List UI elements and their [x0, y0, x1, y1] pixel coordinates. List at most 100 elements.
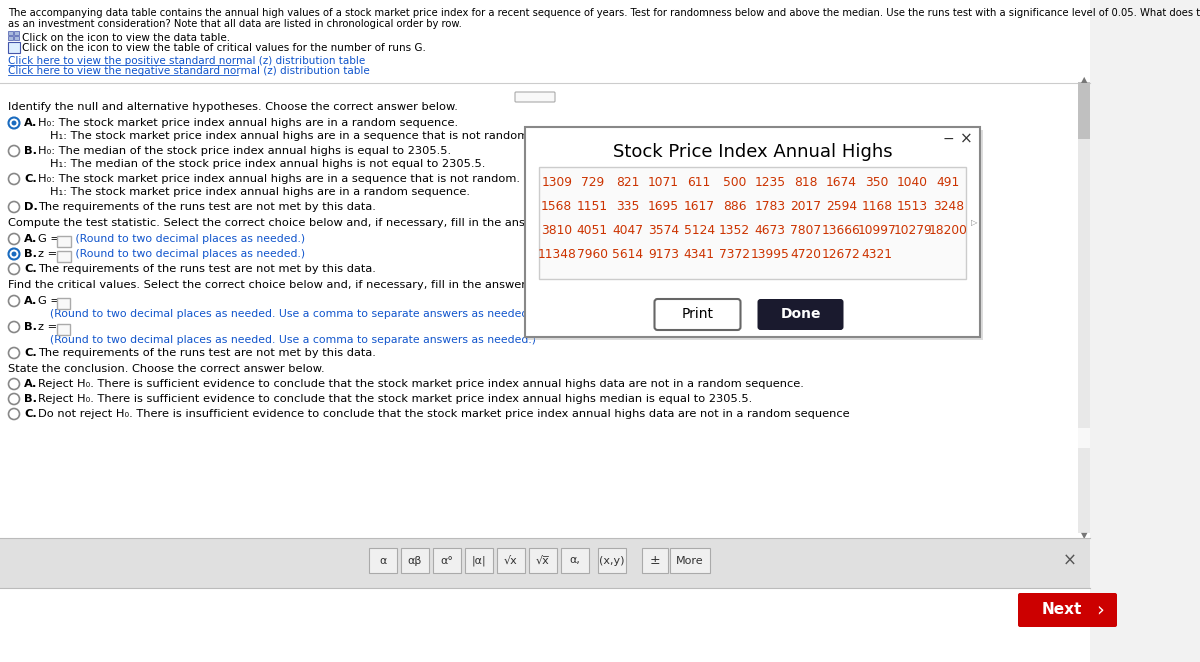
Text: ×: × [1063, 551, 1076, 569]
Text: 13666: 13666 [822, 224, 860, 238]
FancyBboxPatch shape [526, 127, 980, 337]
FancyBboxPatch shape [670, 548, 710, 573]
Text: 4720: 4720 [791, 248, 821, 261]
FancyBboxPatch shape [370, 548, 397, 573]
FancyBboxPatch shape [529, 548, 557, 573]
Text: 335: 335 [617, 201, 640, 214]
Text: The accompanying data table contains the annual high values of a stock market pr: The accompanying data table contains the… [8, 8, 1200, 18]
Text: α,: α, [570, 555, 581, 565]
Text: 1151: 1151 [577, 201, 608, 214]
Text: |α|: |α| [472, 555, 486, 566]
Text: Identify the null and alternative hypotheses. Choose the correct answer below.: Identify the null and alternative hypoth… [8, 102, 458, 112]
Text: 5124: 5124 [684, 224, 715, 238]
Text: C.: C. [24, 264, 37, 274]
FancyBboxPatch shape [58, 250, 71, 261]
FancyBboxPatch shape [757, 299, 844, 330]
Text: The requirements of the runs test are not met by this data.: The requirements of the runs test are no… [38, 348, 376, 358]
Text: B.: B. [24, 249, 37, 259]
Text: 2017: 2017 [791, 201, 821, 214]
Text: H₁: The stock market price index annual highs are in a sequence that is not rand: H₁: The stock market price index annual … [50, 131, 532, 141]
Text: A.: A. [24, 379, 37, 389]
Text: 821: 821 [617, 177, 640, 189]
Text: C.: C. [24, 174, 37, 184]
Text: A.: A. [24, 234, 37, 244]
FancyBboxPatch shape [14, 31, 19, 35]
FancyBboxPatch shape [1018, 593, 1117, 627]
Text: Reject H₀. There is sufficient evidence to conclude that the stock market price : Reject H₀. There is sufficient evidence … [38, 394, 752, 404]
Text: z =: z = [38, 322, 61, 332]
Text: 1513: 1513 [898, 201, 928, 214]
FancyBboxPatch shape [8, 31, 13, 35]
Text: D.: D. [24, 202, 38, 212]
FancyBboxPatch shape [642, 548, 668, 573]
Text: 4051: 4051 [577, 224, 608, 238]
Text: A.: A. [24, 296, 37, 306]
Text: as an investment consideration? Note that all data are listed in chronological o: as an investment consideration? Note tha… [8, 19, 462, 29]
Text: B.: B. [24, 146, 37, 156]
Text: H₀: The stock market price index annual highs are in a random sequence.: H₀: The stock market price index annual … [38, 118, 458, 128]
Text: ▲: ▲ [1081, 75, 1087, 85]
Text: 12672: 12672 [822, 248, 860, 261]
FancyBboxPatch shape [433, 548, 461, 573]
Text: Click here to view the negative standard normal (z) distribution table: Click here to view the negative standard… [8, 66, 370, 76]
Text: State the conclusion. Choose the correct answer below.: State the conclusion. Choose the correct… [8, 364, 325, 374]
Text: 1309: 1309 [541, 177, 572, 189]
Text: Click here to view the positive standard normal (z) distribution table: Click here to view the positive standard… [8, 56, 365, 66]
Text: (Round to two decimal places as needed. Use a comma to separate answers as neede: (Round to two decimal places as needed. … [50, 309, 536, 319]
FancyBboxPatch shape [8, 42, 20, 53]
Text: (Round to two decimal places as needed. Use a comma to separate answers as neede: (Round to two decimal places as needed. … [50, 335, 536, 345]
Text: The requirements of the runs test are not met by this data.: The requirements of the runs test are no… [38, 202, 376, 212]
Text: 7807: 7807 [791, 224, 822, 238]
Text: G =: G = [38, 296, 64, 306]
Text: The requirements of the runs test are not met by this data.: The requirements of the runs test are no… [38, 264, 376, 274]
Text: α°: α° [440, 555, 454, 565]
FancyBboxPatch shape [654, 299, 740, 330]
Text: 10997: 10997 [858, 224, 896, 238]
Text: 491: 491 [936, 177, 960, 189]
Text: 1674: 1674 [826, 177, 857, 189]
Text: 1695: 1695 [648, 201, 679, 214]
Text: z =: z = [38, 249, 61, 259]
Text: ••••: •••• [526, 93, 545, 101]
Text: 1071: 1071 [648, 177, 679, 189]
FancyBboxPatch shape [8, 36, 13, 40]
Text: 1617: 1617 [684, 201, 715, 214]
Text: 3810: 3810 [541, 224, 572, 238]
Text: Next: Next [1042, 602, 1082, 618]
Text: H₀: The median of the stock price index annual highs is equal to 2305.5.: H₀: The median of the stock price index … [38, 146, 451, 156]
FancyBboxPatch shape [562, 548, 589, 573]
FancyBboxPatch shape [0, 538, 1090, 588]
Text: C.: C. [24, 409, 37, 419]
FancyBboxPatch shape [539, 167, 966, 279]
Text: 9173: 9173 [648, 248, 679, 261]
Text: 1783: 1783 [755, 201, 786, 214]
FancyBboxPatch shape [1078, 83, 1090, 533]
Text: 11348: 11348 [538, 248, 576, 261]
FancyBboxPatch shape [1078, 82, 1090, 139]
FancyBboxPatch shape [58, 297, 70, 308]
Text: (x,y): (x,y) [599, 555, 625, 565]
Text: 18200: 18200 [929, 224, 967, 238]
Text: 729: 729 [581, 177, 604, 189]
Text: 2594: 2594 [826, 201, 857, 214]
Text: Find the critical values. Select the correct choice below and, if necessary, fil: Find the critical values. Select the cor… [8, 280, 696, 290]
Text: ▷: ▷ [971, 218, 977, 228]
Text: 1235: 1235 [755, 177, 786, 189]
Text: −: − [942, 132, 954, 146]
Text: ▼: ▼ [1081, 532, 1087, 540]
Text: (Round to two decimal places as needed.): (Round to two decimal places as needed.) [72, 234, 305, 244]
Text: H₁: The median of the stock price index annual highs is not equal to 2305.5.: H₁: The median of the stock price index … [50, 159, 485, 169]
Text: 1352: 1352 [719, 224, 750, 238]
Text: B.: B. [24, 394, 37, 404]
Text: Print: Print [682, 308, 714, 322]
FancyBboxPatch shape [14, 36, 19, 40]
Text: Reject H₀. There is sufficient evidence to conclude that the stock market price : Reject H₀. There is sufficient evidence … [38, 379, 804, 389]
Text: Click on the icon to view the data table.: Click on the icon to view the data table… [22, 33, 230, 43]
Text: 5614: 5614 [612, 248, 643, 261]
Text: B.: B. [24, 322, 37, 332]
Text: Stock Price Index Annual Highs: Stock Price Index Annual Highs [613, 143, 893, 161]
FancyBboxPatch shape [497, 548, 526, 573]
Text: A.: A. [24, 118, 37, 128]
Text: Done: Done [780, 308, 821, 322]
Text: (Round to two decimal places as needed.): (Round to two decimal places as needed.) [72, 249, 305, 259]
